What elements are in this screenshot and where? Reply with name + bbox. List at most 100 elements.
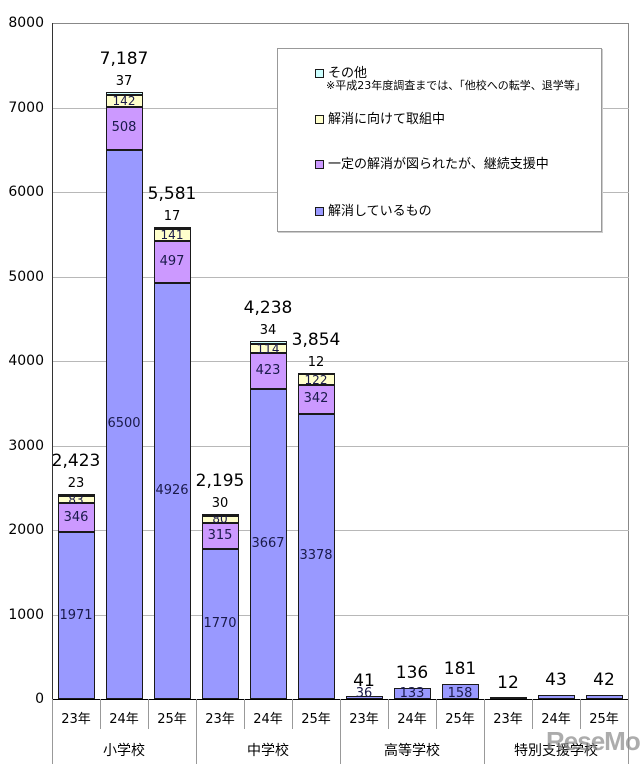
bar-segment (57, 532, 95, 699)
y-tick-label: 0 (35, 691, 44, 707)
legend-note: ※平成23年度調査までは、「他校への転学、退学等」 (326, 79, 586, 92)
legend-label: 解消に向けて取組中 (328, 112, 446, 127)
x-tick-divider (148, 699, 149, 729)
watermark-logo: ReseMom (546, 726, 640, 756)
legend-item-resolved: 解消しているもの (315, 204, 432, 219)
bar-value-label: 30 (211, 495, 229, 511)
bar-segment (153, 240, 191, 283)
bar-value-label: 4926 (155, 482, 189, 498)
bar-value-label: 342 (303, 391, 329, 407)
bar-segment (57, 503, 95, 533)
bar-value-label: 133 (399, 686, 425, 701)
bar-segment (297, 413, 335, 699)
x-tick-label: 23年 (493, 712, 523, 727)
bar-total-label: 42 (593, 670, 615, 691)
bar-segment (249, 353, 287, 390)
bar-segment (393, 687, 431, 699)
plot-border (52, 23, 629, 24)
x-tick-label: 23年 (349, 712, 379, 727)
y-tick-label: 1000 (8, 606, 44, 623)
bar-total-label: 12 (497, 672, 519, 693)
x-tick-divider (628, 699, 629, 764)
bar-segment (441, 683, 479, 699)
y-tick-label: 6000 (8, 184, 44, 200)
x-tick-divider (388, 699, 389, 729)
x-group-label: 高等学校 (384, 743, 440, 759)
x-tick-divider (52, 699, 53, 764)
y-tick-label: 8000 (8, 15, 44, 31)
bar-value-label: 34 (259, 322, 277, 338)
bar-segment (297, 384, 335, 414)
x-tick-label: 25年 (589, 712, 619, 727)
bar-segment (297, 373, 335, 376)
x-tick-divider (340, 699, 341, 764)
bar-total-label: 2,423 (51, 451, 101, 472)
bar-total-label: 2,195 (195, 470, 245, 491)
bar-segment (105, 149, 143, 699)
x-tick-divider (100, 699, 101, 729)
x-tick-label: 25年 (445, 712, 475, 727)
bar-value-label: 37 (115, 73, 133, 89)
x-tick-label: 23年 (61, 712, 91, 727)
bar-value-label: 6500 (107, 416, 141, 432)
bar-segment (201, 549, 239, 699)
x-tick-divider (292, 699, 293, 729)
x-tick-label: 23年 (205, 712, 235, 727)
legend-marker-icon (315, 207, 324, 216)
legend-label: 解消しているもの (328, 204, 432, 219)
bar-total-label: 43 (545, 670, 567, 691)
bar-segment (105, 94, 143, 107)
bar-segment (249, 343, 287, 354)
gridline (52, 530, 629, 531)
gridline (52, 615, 629, 616)
gridline (52, 361, 629, 362)
bar-segment (57, 494, 95, 497)
y-tick-label: 5000 (8, 268, 44, 285)
bar-value-label: 1770 (203, 616, 237, 632)
y-tick-label: 2000 (8, 522, 44, 538)
legend-marker-icon (315, 69, 324, 78)
bar-value-label: 346 (63, 509, 89, 525)
bar-total-label: 3,854 (291, 330, 341, 351)
bar-segment (249, 340, 287, 344)
bar-value-label: 114 (256, 341, 280, 356)
x-tick-divider (436, 699, 437, 729)
bar-value-label: 158 (447, 686, 473, 701)
bar-segment (201, 513, 239, 517)
x-tick-divider (484, 699, 485, 764)
legend-item-in-progress: 解消に向けて取組中 (315, 112, 445, 127)
bar-segment (249, 389, 287, 699)
bar-value-label: 36 (355, 686, 373, 701)
y-tick-label: 4000 (8, 353, 44, 369)
legend-label: その他 (328, 66, 368, 81)
bar-segment (57, 496, 95, 504)
x-tick-label: 24年 (253, 712, 283, 727)
bar-segment (153, 282, 191, 699)
bar-segment (585, 695, 623, 699)
legend-item-partially-resolved: 一定の解消が図られたが、継続支援中 (315, 157, 549, 172)
bar-value-label: 17 (163, 209, 181, 225)
legend: その他 ※平成23年度調査までは、「他校への転学、退学等」 解消に向けて取組中 … (277, 48, 602, 232)
bar-total-label: 136 (395, 662, 429, 683)
x-tick-divider (580, 699, 581, 729)
x-tick-divider (244, 699, 245, 729)
x-group-label: 小学校 (103, 743, 145, 759)
bar-total-label: 41 (353, 670, 375, 691)
x-tick-label: 24年 (397, 712, 427, 727)
x-group-label: 中学校 (247, 743, 289, 759)
y-tick-label: 7000 (8, 99, 44, 116)
bar-value-label: 497 (159, 253, 185, 269)
bar-segment (201, 516, 239, 523)
x-tick-label: 25年 (157, 712, 187, 727)
bar-segment (537, 695, 575, 699)
gridline (52, 446, 629, 447)
x-group-label: 特別支援学校 (514, 743, 598, 759)
bar-value-label: 122 (304, 372, 328, 387)
bar-segment (201, 522, 239, 550)
bar-total-label: 7,187 (99, 48, 149, 69)
bar-value-label: 141 (160, 227, 184, 242)
bar-value-label: 142 (112, 93, 136, 108)
bar-value-label: 23 (67, 476, 85, 492)
bar-value-label: 315 (207, 528, 233, 544)
